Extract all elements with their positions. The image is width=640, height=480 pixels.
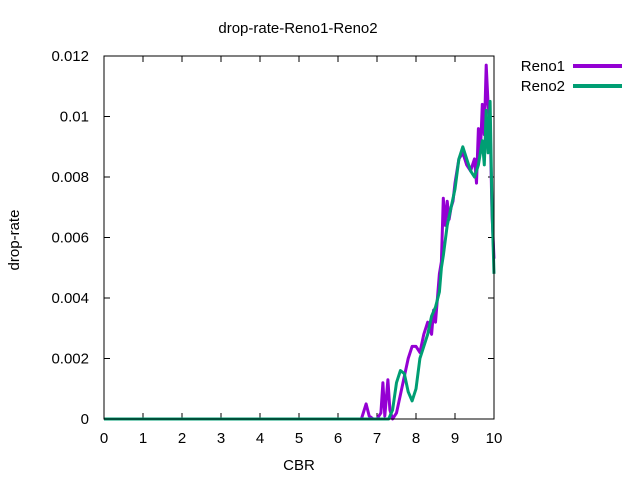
y-tick-label: 0.002: [51, 351, 89, 368]
x-tick-label: 0: [100, 430, 108, 447]
y-tick-label: 0.012: [51, 48, 89, 65]
y-axis-label: drop-rate: [6, 210, 23, 271]
x-tick-label: 8: [412, 430, 420, 447]
y-tick-label: 0.01: [60, 109, 89, 126]
x-tick-label: 5: [295, 430, 303, 447]
x-axis-label: CBR: [283, 457, 315, 474]
x-tick-label: 3: [217, 430, 225, 447]
series-line-reno1: [104, 63, 496, 421]
y-tick-label: 0.006: [51, 230, 89, 247]
y-tick-label: 0.008: [51, 169, 89, 186]
x-tick-label: 2: [178, 430, 186, 447]
plot-frame: [103, 55, 495, 420]
series-line-reno2: [104, 99, 496, 421]
x-tick-label: 10: [486, 430, 503, 447]
x-tick-label: 6: [334, 430, 342, 447]
x-tick-label: 1: [139, 430, 147, 447]
y-tick-label: 0: [81, 411, 89, 428]
chart-title: drop-rate-Reno1-Reno2: [218, 20, 377, 37]
x-tick-label: 7: [373, 430, 381, 447]
legend-label-reno1: Reno1: [521, 58, 565, 75]
legend-label-reno2: Reno2: [521, 78, 565, 95]
y-tick-label: 0.004: [51, 290, 89, 307]
x-tick-label: 9: [451, 430, 459, 447]
x-tick-label: 4: [256, 430, 264, 447]
